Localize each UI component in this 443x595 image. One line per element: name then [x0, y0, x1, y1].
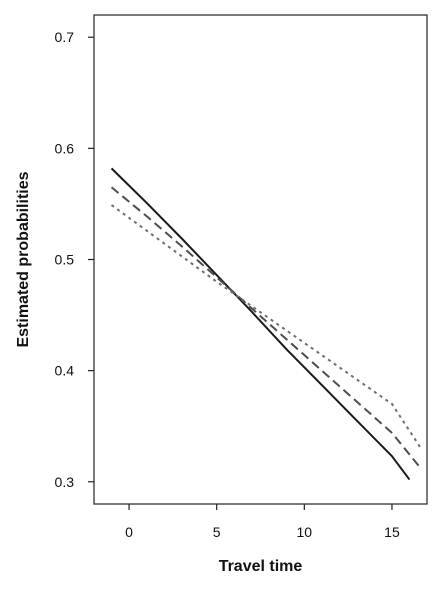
series-line-dotted: [110, 204, 423, 451]
x-tick-label: 10: [297, 524, 313, 540]
y-axis-ticks: 0.3 0.4 0.5 0.6 0.7: [55, 29, 94, 490]
x-axis-title: Travel time: [219, 558, 303, 575]
y-tick-label: 0.3: [55, 474, 75, 490]
y-tick-label: 0.5: [55, 252, 75, 268]
x-tick-label: 15: [384, 524, 400, 540]
series-line-solid: [110, 167, 411, 481]
y-axis-title: Estimated probabilities: [15, 171, 32, 347]
x-axis-ticks: 0 5 10 15: [125, 504, 400, 540]
y-tick-label: 0.6: [55, 140, 75, 156]
x-tick-label: 0: [125, 524, 133, 540]
y-tick-label: 0.7: [55, 29, 75, 45]
x-tick-label: 5: [213, 524, 221, 540]
series-lines: [110, 167, 423, 481]
plot-frame: [93, 14, 428, 505]
y-tick-label: 0.4: [55, 363, 75, 379]
